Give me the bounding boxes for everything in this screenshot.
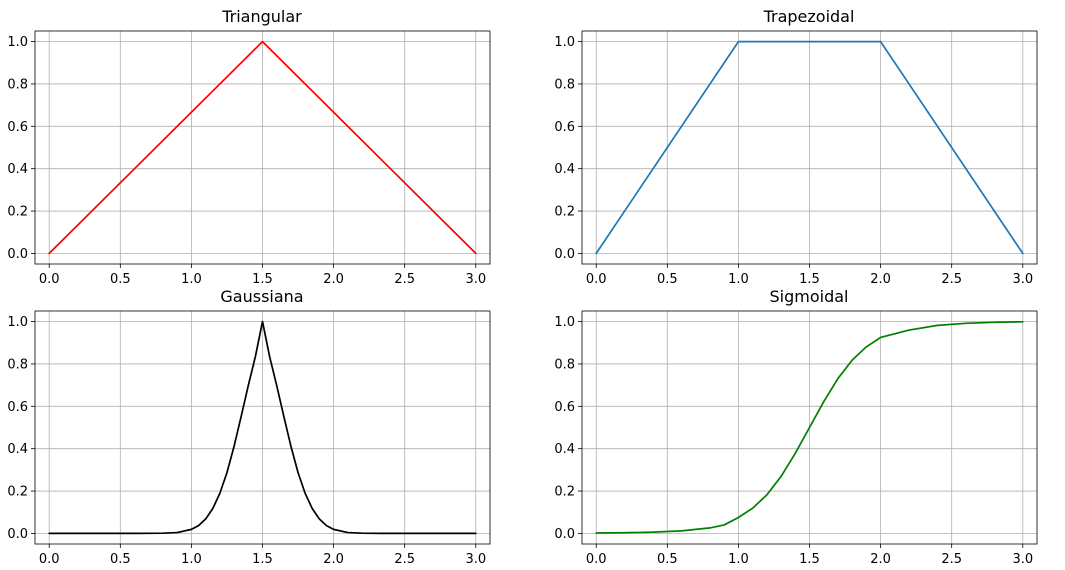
x-tick-label: 0.5 (657, 272, 678, 287)
y-tick-label: 0.2 (7, 485, 28, 500)
x-tick-label: 2.0 (323, 272, 344, 287)
chart-triangular: 0.0 0.5 1.0 1.5 2.0 2.5 3.0 0.0 0.2 0.4 0.6 0.8 1.0 T… (7, 7, 491, 287)
chart-trapezoidal: 0.0 0.5 1.0 1.5 2.0 2.5 3.0 0.0 0.2 0.4 0.6 0.8 1.0 T… (554, 7, 1038, 287)
y-tick-label: 0.2 (7, 205, 28, 220)
x-tick-label: 1.0 (728, 272, 749, 287)
series-line (595, 40, 1024, 255)
y-tick-label: 0.0 (554, 527, 575, 542)
x-tick-label: 0.0 (39, 272, 60, 287)
y-tick-label: 0.4 (554, 442, 575, 457)
x-tick-label: 3.0 (1012, 552, 1033, 567)
y-tick-label: 0.0 (7, 527, 28, 542)
y-tick-label: 0.8 (7, 357, 28, 372)
chart-gaussiana: 0.0 0.5 1.0 1.5 2.0 2.5 3.0 0.0 0.2 0.4 0.6 0.8 1.0 G… (7, 287, 491, 567)
x-tick-label: 0.0 (586, 552, 607, 567)
x-tick-label: 0.5 (110, 272, 131, 287)
series-line (595, 320, 1024, 534)
x-tick-label: 1.5 (252, 272, 273, 287)
x-tick-label: 2.5 (394, 272, 415, 287)
x-tick-label: 3.0 (1012, 272, 1033, 287)
y-tick-label: 0.6 (7, 120, 28, 135)
x-tick-label: 2.0 (870, 552, 891, 567)
y-tick-label: 1.0 (7, 35, 28, 50)
y-tick-label: 0.0 (7, 247, 28, 262)
x-tick-label: 3.0 (465, 552, 486, 567)
y-tick-label: 1.0 (554, 35, 575, 50)
series-line (48, 40, 477, 255)
y-tick-label: 0.2 (554, 205, 575, 220)
x-tick-label: 2.5 (941, 272, 962, 287)
chart-title: Triangular (221, 7, 302, 26)
x-tick-label: 0.5 (110, 552, 131, 567)
y-tick-label: 0.4 (554, 162, 575, 177)
x-tick-label: 2.0 (323, 552, 344, 567)
x-tick-label: 1.5 (799, 272, 820, 287)
x-tick-label: 1.0 (181, 552, 202, 567)
x-tick-label: 1.5 (799, 552, 820, 567)
x-tick-label: 1.0 (181, 272, 202, 287)
x-tick-label: 1.5 (252, 552, 273, 567)
chart-title: Sigmoidal (770, 287, 849, 306)
y-tick-label: 0.4 (7, 162, 28, 177)
y-tick-label: 0.8 (7, 77, 28, 92)
y-tick-label: 0.8 (554, 77, 575, 92)
x-tick-label: 1.0 (728, 552, 749, 567)
y-tick-label: 0.6 (7, 400, 28, 415)
y-tick-label: 0.2 (554, 485, 575, 500)
y-tick-label: 0.4 (7, 442, 28, 457)
y-tick-label: 0.8 (554, 357, 575, 372)
x-tick-label: 2.5 (394, 552, 415, 567)
y-tick-label: 0.0 (554, 247, 575, 262)
x-tick-label: 2.5 (941, 552, 962, 567)
x-tick-label: 0.5 (657, 552, 678, 567)
x-tick-label: 0.0 (586, 272, 607, 287)
y-tick-label: 0.6 (554, 400, 575, 415)
y-tick-label: 1.0 (7, 315, 28, 330)
x-tick-label: 2.0 (870, 272, 891, 287)
x-tick-label: 0.0 (39, 552, 60, 567)
chart-sigmoidal: 0.0 0.5 1.0 1.5 2.0 2.5 3.0 0.0 0.2 0.4 0.6 0.8 1.0 S… (554, 287, 1038, 567)
chart-title: Trapezoidal (763, 7, 855, 26)
x-tick-label: 3.0 (465, 272, 486, 287)
y-tick-label: 1.0 (554, 315, 575, 330)
chart-title: Gaussiana (220, 287, 303, 306)
y-tick-label: 0.6 (554, 120, 575, 135)
series-line (48, 320, 477, 535)
